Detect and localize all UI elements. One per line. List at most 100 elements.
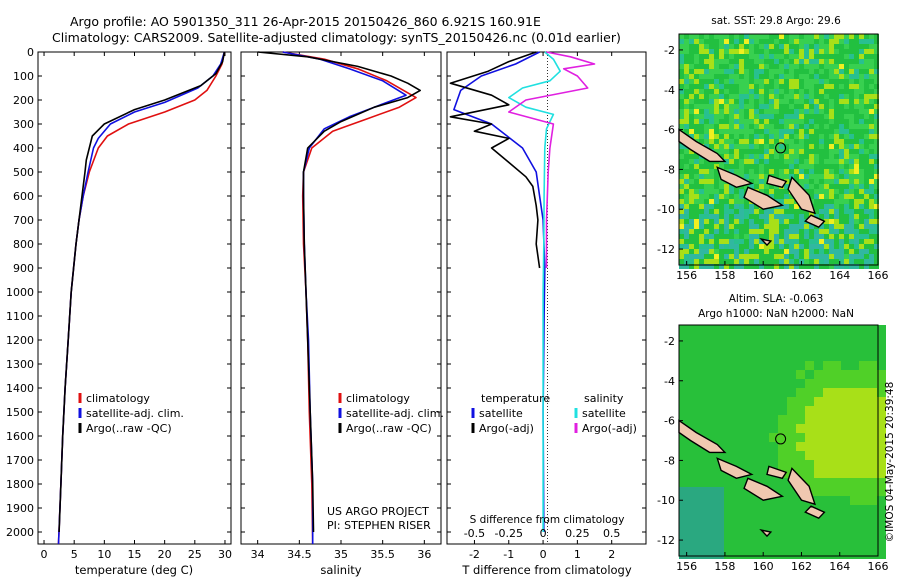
heatmap-cell <box>819 114 824 119</box>
lon-tick-label: 164 <box>829 269 850 282</box>
heatmap-cell <box>814 209 819 214</box>
heatmap-cell <box>714 144 719 149</box>
heatmap-cell <box>729 94 734 99</box>
heatmap-cell <box>714 119 719 124</box>
heatmap-cell <box>744 134 749 139</box>
heatmap-cell <box>829 249 834 254</box>
heatmap-cell <box>709 244 714 249</box>
heatmap-cell <box>749 69 754 74</box>
heatmap-cell <box>799 239 804 244</box>
heatmap-cell <box>688 361 697 370</box>
heatmap-cell <box>794 154 799 159</box>
heatmap-cell <box>779 34 784 39</box>
heatmap-cell <box>849 69 854 74</box>
heatmap-cell <box>784 224 789 229</box>
heatmap-cell <box>844 79 849 84</box>
heatmap-cell <box>814 89 819 94</box>
heatmap-cell <box>784 264 789 269</box>
heatmap-cell <box>859 234 864 239</box>
heatmap-cell <box>684 179 689 184</box>
difference-panel: -2 -1 0 1 2 temperature salinitysatelliteArgo… <box>446 51 647 577</box>
heatmap-cell <box>774 154 779 159</box>
lon-tick-label: 162 <box>791 560 812 573</box>
heatmap-cell <box>734 39 739 44</box>
heatmap-cell <box>774 119 779 124</box>
heatmap-cell <box>850 451 859 460</box>
heatmap-cell <box>824 144 829 149</box>
heatmap-cell <box>689 159 694 164</box>
heatmap-cell <box>796 397 805 406</box>
heatmap-cell <box>796 379 805 388</box>
heatmap-cell <box>823 433 832 442</box>
heatmap-cell <box>759 54 764 59</box>
heatmap-cell <box>729 54 734 59</box>
heatmap-cell <box>715 469 724 478</box>
heatmap-cell <box>844 224 849 229</box>
heatmap-cell <box>706 460 715 469</box>
heatmap-cell <box>804 254 809 259</box>
heatmap-cell <box>814 74 819 79</box>
heatmap-cell <box>804 34 809 39</box>
heatmap-cell <box>694 84 699 89</box>
heatmap-cell <box>714 209 719 214</box>
heatmap-cell <box>733 496 742 505</box>
heatmap-cell <box>849 189 854 194</box>
heatmap-cell <box>697 532 706 541</box>
heatmap-cell <box>868 334 877 343</box>
heatmap-cell <box>709 239 714 244</box>
heatmap-cell <box>784 79 789 84</box>
heatmap-cell <box>850 424 859 433</box>
heatmap-cell <box>704 164 709 169</box>
heatmap-cell <box>834 154 839 159</box>
lon-tick-label: 160 <box>753 560 774 573</box>
heatmap-cell <box>834 34 839 39</box>
heatmap-cell <box>749 94 754 99</box>
heatmap-cell <box>760 469 769 478</box>
heatmap-cell <box>729 239 734 244</box>
heatmap-cell <box>868 478 877 487</box>
heatmap-cell <box>751 550 760 559</box>
heatmap-cell <box>729 249 734 254</box>
heatmap-cell <box>699 34 704 39</box>
heatmap-cell <box>804 184 809 189</box>
heatmap-cell <box>844 219 849 224</box>
heatmap-cell <box>699 44 704 49</box>
heatmap-cell <box>804 149 809 154</box>
heatmap-cell <box>704 214 709 219</box>
heatmap-cell <box>724 84 729 89</box>
heatmap-cell <box>699 139 704 144</box>
heatmap-cell <box>779 174 784 179</box>
heatmap-cell <box>779 74 784 79</box>
heatmap-cell <box>774 69 779 74</box>
heatmap-cell <box>760 478 769 487</box>
heatmap-cell <box>805 460 814 469</box>
heatmap-cell <box>769 442 778 451</box>
heatmap-cell <box>844 189 849 194</box>
lon-tick-label: 156 <box>676 269 697 282</box>
heatmap-cell <box>805 415 814 424</box>
heatmap-cell <box>841 478 850 487</box>
heatmap-cell <box>715 433 724 442</box>
heatmap-cell <box>805 325 814 334</box>
heatmap-cell <box>699 179 704 184</box>
heatmap-cell <box>684 234 689 239</box>
heatmap-cell <box>714 94 719 99</box>
heatmap-cell <box>849 39 854 44</box>
heatmap-cell <box>749 129 754 134</box>
heatmap-cell <box>864 244 869 249</box>
heatmap-cell <box>864 34 869 39</box>
heatmap-cell <box>824 254 829 259</box>
depth-tick-label: 600 <box>13 190 34 203</box>
heatmap-cell <box>751 415 760 424</box>
heatmap-cell <box>787 397 796 406</box>
heatmap-cell <box>869 64 874 69</box>
heatmap-cell <box>834 144 839 149</box>
heatmap-cell <box>844 74 849 79</box>
heatmap-cell <box>859 370 868 379</box>
heatmap-cell <box>749 249 754 254</box>
heatmap-cell <box>819 99 824 104</box>
heatmap-cell <box>714 264 719 269</box>
heatmap-cell <box>804 169 809 174</box>
heatmap-cell <box>799 164 804 169</box>
heatmap-cell <box>734 114 739 119</box>
